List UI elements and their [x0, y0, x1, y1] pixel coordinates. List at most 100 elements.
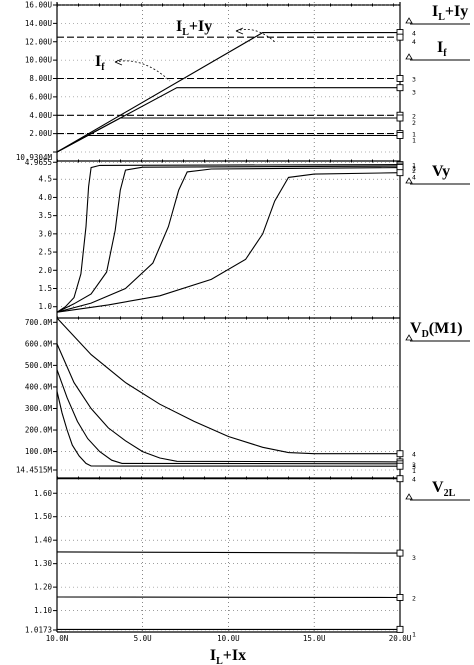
series-number-3: 3 — [412, 89, 416, 97]
series-marker-3 — [396, 549, 404, 557]
series-number-1: 1 — [412, 630, 416, 638]
y-tick-label: 4.5 — [38, 175, 52, 184]
y-tick-label: 700.0M — [25, 318, 53, 327]
series-line-2 — [56, 165, 401, 313]
y-tick-label: 300.0M — [25, 404, 53, 413]
series-marker-2 — [396, 114, 404, 122]
panel-label-current: If — [437, 39, 447, 59]
panel-label-current: IL+Iy — [432, 3, 468, 23]
series-marker-2 — [396, 594, 404, 601]
series-marker-1 — [396, 625, 404, 633]
series-marker-3 — [396, 75, 404, 82]
panel-label-v2l: V2L — [432, 479, 456, 499]
series-number-2: 2 — [412, 167, 416, 175]
y-tick-label: 14.00U — [25, 19, 52, 28]
x-tick-label: 20.0U — [389, 634, 412, 643]
series-number-3: 3 — [412, 76, 416, 84]
x-tick-label: 15.0U — [303, 634, 326, 643]
y-tick-label: 12.00U — [25, 37, 52, 46]
series-line-1 — [56, 391, 401, 467]
annotation-label: IL+Iy — [176, 18, 212, 38]
annotation-arrow — [114, 60, 171, 82]
y-tick-label: 3.5 — [38, 211, 52, 220]
panel-triangle-marker — [405, 17, 413, 24]
panel-triangle-marker — [405, 334, 413, 341]
y-tick-label: 2.00U — [29, 129, 52, 138]
annotation-arrow — [235, 29, 276, 43]
y-tick-label: 10.00U — [25, 56, 52, 65]
y-tick-label: 1.10 — [34, 606, 53, 615]
series-marker-4 — [396, 450, 404, 458]
series-marker-3 — [396, 84, 404, 92]
y-tick-label: 1.20 — [34, 583, 53, 592]
y-tick-label: 16.00U — [25, 1, 52, 10]
y-tick-label: 100.0M — [25, 447, 53, 456]
series-line-2 — [56, 369, 401, 465]
y-tick-label: 1.30 — [34, 559, 53, 568]
panel-triangle-marker — [405, 177, 413, 184]
x-tick-label: 5.0U — [134, 634, 152, 643]
y-tick-label: 3.0 — [38, 229, 52, 238]
y-tick-label: 400.0M — [25, 382, 53, 391]
series-number-2: 2 — [412, 112, 416, 120]
series-line-3 — [56, 551, 401, 554]
series-number-1: 1 — [412, 136, 416, 144]
y-tick-label: 14.4515M — [16, 466, 53, 475]
y-tick-label: 600.0M — [25, 339, 53, 348]
series-line-1 — [56, 164, 401, 313]
series-marker-1 — [396, 462, 404, 470]
series-line-1 — [56, 134, 400, 153]
series-line-4 — [56, 172, 401, 313]
annotation-arrowhead — [114, 58, 123, 66]
y-tick-label: 1.50 — [34, 512, 53, 521]
series-line-3 — [56, 343, 401, 463]
panel-triangle-marker — [405, 53, 413, 60]
annotation-arrowhead — [235, 27, 244, 35]
panel-current: 2.00U 4.00U 6.00U 8.00U 10.00U 12.00U 14.00U 16… — [25, 1, 470, 153]
series-line-4 — [56, 32, 400, 153]
series-number-4: 4 — [412, 174, 416, 182]
panel-v2l: 1.0173 1.10 1.20 1.30 1.40 1.50 1.60 4 3 2 1 — [25, 475, 470, 638]
series-marker-4 — [396, 33, 404, 41]
x-tick-label: 10.0N — [46, 634, 69, 643]
series-number-2: 2 — [412, 119, 416, 127]
panel-label-vy: Vy — [432, 163, 450, 180]
x-tick-label: 10.0U — [217, 634, 240, 643]
y-tick-label: 6.00U — [29, 92, 52, 101]
series-marker-1 — [396, 132, 404, 139]
panel-label-vd: VD(M1) — [410, 320, 463, 340]
series-number-1: 1 — [412, 131, 416, 139]
y-tick-label: 1.60 — [34, 489, 53, 498]
series-number-2: 2 — [412, 594, 416, 602]
series-line-2 — [56, 596, 401, 599]
series-marker-4 — [396, 169, 404, 177]
series-number-1: 1 — [412, 162, 416, 170]
y-tick-label: 8.00U — [29, 74, 52, 83]
y-tick-label: 1.0 — [38, 302, 52, 311]
y-tick-label-extra: 10.9304M — [16, 153, 53, 162]
y-tick-label: 4.9655 — [25, 158, 52, 167]
y-tick-label: 1.5 — [38, 284, 52, 293]
y-tick-label: 1.40 — [34, 536, 53, 545]
y-tick-label: 1.0173 — [25, 626, 52, 635]
annotation-label: If — [95, 53, 105, 73]
series-number-2: 2 — [412, 461, 416, 469]
y-tick-label: 4.0 — [38, 193, 52, 202]
x-axis-label: IL+Ix — [210, 647, 246, 665]
panel-triangle-marker — [405, 493, 413, 500]
y-tick-label: 200.0M — [25, 426, 53, 435]
y-tick-label: 500.0M — [25, 361, 53, 370]
y-tick-label: 4.00U — [29, 111, 52, 120]
series-number-3: 3 — [412, 165, 416, 173]
series-number-4: 4 — [412, 38, 416, 46]
series-number-4: 4 — [412, 451, 416, 459]
series-number-4: 4 — [412, 476, 416, 484]
series-number-1: 1 — [412, 467, 416, 475]
y-tick-label: 2.5 — [38, 248, 52, 257]
panel-vd: 14.4515M 100.0M 200.0M 300.0M 400.0M 500.0M 60… — [16, 316, 470, 475]
series-number-4: 4 — [412, 30, 416, 38]
series-marker-4 — [396, 475, 404, 483]
series-line-3 — [56, 167, 401, 313]
